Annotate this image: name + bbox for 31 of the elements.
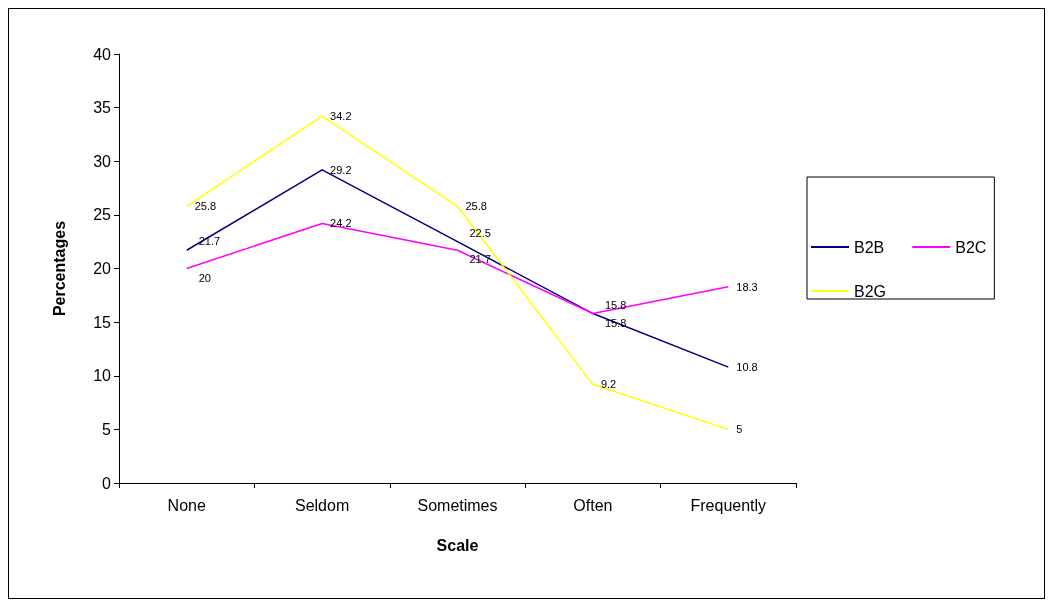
data-label: 5	[736, 423, 743, 436]
data-label: 20	[198, 271, 211, 284]
data-label: 25.8	[465, 200, 487, 213]
data-label: 24.2	[330, 217, 352, 230]
y-tick-label: 35	[93, 99, 112, 117]
x-tick-label: Frequently	[690, 496, 767, 514]
x-tick-label: Seldom	[294, 496, 350, 514]
y-tick-label: 5	[102, 420, 112, 438]
y-axis-title: Percentages	[50, 220, 68, 317]
y-tick-label: 15	[93, 313, 112, 331]
data-label: 10.8	[736, 361, 758, 374]
data-label: 34.2	[330, 110, 352, 123]
data-label: 21.7	[198, 235, 221, 248]
data-label: 9.2	[600, 378, 617, 391]
y-tick-label: 10	[93, 367, 112, 385]
legend-label: B2G	[854, 282, 887, 300]
legend-label: B2C	[955, 238, 987, 256]
data-label: 29.2	[330, 163, 352, 176]
y-tick-label: 25	[93, 206, 112, 224]
y-tick-label: 20	[93, 260, 112, 277]
legend-label: B2B	[854, 238, 885, 256]
x-tick-label: Often	[573, 496, 613, 514]
y-tick-label: 40	[93, 45, 112, 63]
data-label: 25.8	[194, 200, 217, 213]
x-tick-label: Sometimes	[417, 496, 498, 514]
data-label: 15.8	[604, 298, 627, 311]
x-axis-title: Scale	[436, 536, 479, 554]
data-label: 18.3	[736, 280, 758, 293]
x-tick-label: None	[167, 496, 206, 514]
y-tick-label: 30	[93, 152, 112, 170]
y-tick-label: 0	[102, 474, 112, 492]
